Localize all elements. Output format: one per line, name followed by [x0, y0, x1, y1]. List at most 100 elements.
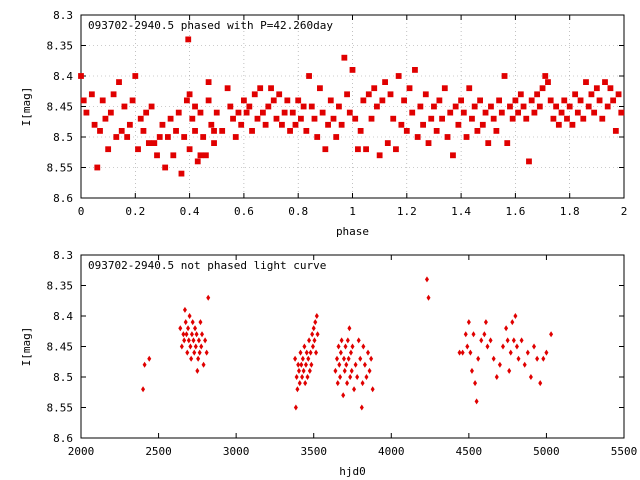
data-point [137, 115, 144, 122]
data-point [463, 134, 470, 140]
data-point [179, 343, 184, 350]
data-point [333, 367, 338, 374]
data-point [588, 91, 595, 98]
data-point [591, 109, 598, 116]
data-point [170, 152, 177, 159]
data-point [186, 325, 191, 332]
data-point [364, 374, 369, 380]
data-point [463, 331, 468, 338]
data-point [193, 343, 198, 350]
data-point [424, 276, 429, 283]
data-point [333, 134, 340, 140]
data-point [317, 85, 323, 92]
data-point [292, 121, 299, 128]
data-point [304, 349, 309, 356]
data-point [204, 349, 209, 356]
data-point [531, 109, 538, 116]
data-point [140, 127, 147, 134]
x-tick-label: 0.4 [180, 205, 200, 218]
data-point [490, 115, 497, 122]
data-point [238, 121, 245, 128]
data-point [191, 337, 196, 344]
data-point [471, 103, 478, 110]
data-point [355, 146, 361, 153]
data-point [205, 79, 212, 85]
data-point [535, 355, 540, 362]
data-point [309, 361, 314, 368]
data-point [162, 164, 169, 171]
data-point [479, 121, 486, 128]
data-point [369, 355, 374, 362]
x-tick-label: 1.2 [397, 205, 417, 218]
data-point [195, 367, 200, 374]
data-point [251, 91, 258, 98]
data-point [102, 115, 109, 122]
data-point [189, 355, 194, 362]
data-point [311, 115, 318, 122]
data-point [593, 85, 600, 92]
data-point [148, 103, 155, 110]
data-point [178, 170, 185, 177]
data-point [569, 121, 576, 128]
data-point [203, 337, 208, 344]
x-tick-label: 3000 [223, 445, 250, 458]
data-point [281, 109, 288, 116]
data-point [273, 115, 280, 122]
data-point [97, 127, 103, 134]
data-point [519, 337, 524, 344]
x-tick-label: 1.8 [560, 205, 580, 218]
data-point [78, 73, 84, 79]
x-tick-label: 4000 [378, 445, 405, 458]
data-point [156, 134, 163, 140]
data-point [362, 361, 367, 368]
data-point [213, 109, 220, 116]
data-point [514, 343, 519, 350]
data-point [522, 361, 527, 368]
data-point [182, 337, 187, 344]
data-point [494, 374, 499, 380]
data-point [346, 355, 351, 362]
x-tick-label: 1.4 [451, 205, 471, 218]
data-point [129, 97, 136, 104]
data-point [312, 337, 317, 344]
data-point [310, 343, 315, 350]
y-axis-label: I[mag] [20, 327, 33, 367]
data-point [496, 97, 503, 104]
data-point [80, 97, 87, 104]
data-point [83, 109, 90, 116]
data-point [505, 337, 510, 344]
data-point [528, 374, 533, 380]
data-point [270, 97, 277, 104]
data-point [306, 73, 312, 79]
data-point [612, 127, 619, 134]
data-point [196, 355, 201, 362]
data-point [510, 319, 515, 326]
phased-light-curve-panel: 8.3 8.35 8.4 8.45 8.5 8.55 8.6 0 0.2 0.4 0.6 0.8 1 1.… [20, 9, 627, 238]
data-point [412, 67, 418, 73]
data-point [348, 349, 353, 356]
data-point [344, 361, 349, 368]
data-point [240, 97, 247, 104]
data-point [230, 115, 236, 122]
data-point [335, 380, 340, 387]
data-point [513, 313, 518, 319]
data-point [370, 386, 375, 393]
data-point [349, 67, 356, 73]
data-point [279, 121, 285, 128]
data-point [201, 361, 206, 368]
data-point [338, 121, 345, 128]
data-point [580, 115, 587, 122]
data-point [211, 140, 217, 147]
data-point [227, 103, 234, 110]
data-point [474, 127, 481, 134]
data-point [198, 319, 203, 326]
y-tick-label: 8.4 [53, 70, 73, 83]
data-point [436, 97, 443, 104]
data-point [406, 85, 413, 92]
data-point [289, 109, 296, 116]
data-point [202, 152, 209, 159]
data-point [341, 54, 348, 61]
data-point [187, 313, 192, 319]
data-point [298, 115, 304, 122]
data-point [450, 152, 456, 159]
